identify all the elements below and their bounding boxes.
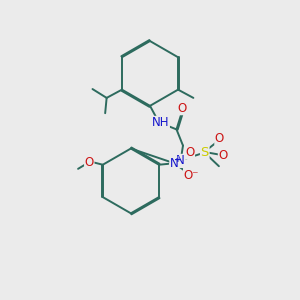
Text: O: O (215, 132, 224, 145)
Text: N: N (170, 157, 178, 170)
Text: O: O (177, 102, 186, 115)
Text: S: S (201, 146, 209, 159)
Text: O: O (85, 156, 94, 169)
Text: N: N (176, 154, 185, 167)
Text: +: + (174, 154, 182, 164)
Text: NH: NH (152, 116, 170, 129)
Text: O: O (185, 146, 194, 159)
Text: O: O (218, 148, 228, 161)
Text: O⁻: O⁻ (184, 169, 199, 182)
